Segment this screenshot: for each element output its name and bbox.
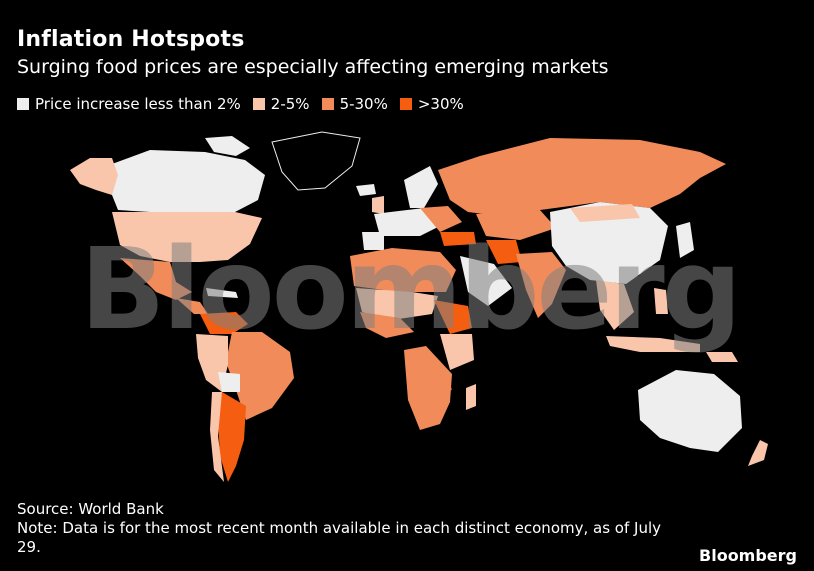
legend-label-5-30: 5-30% — [339, 95, 388, 113]
legend-item-5-30: 5-30% — [321, 95, 388, 113]
legend: Price increase less than 2% 2-5% 5-30% >… — [17, 95, 476, 113]
legend-swatch-30-plus — [399, 98, 412, 110]
region-png — [706, 352, 738, 362]
region-north-africa — [350, 248, 456, 292]
legend-label-30-plus: >30% — [417, 95, 464, 113]
region-china — [550, 202, 668, 284]
brand-logo: Bloomberg — [699, 546, 797, 565]
region-canada — [110, 150, 265, 212]
region-madagascar — [466, 384, 476, 410]
region-canada-arctic — [205, 136, 250, 156]
region-japan — [676, 222, 694, 258]
region-iberia — [362, 232, 384, 250]
region-west-africa — [360, 312, 414, 338]
region-usa — [112, 212, 262, 262]
region-pakistan-india — [516, 252, 566, 318]
region-scandinavia — [404, 166, 438, 208]
region-central-america — [176, 298, 208, 314]
region-chile — [210, 392, 224, 482]
chart-subtitle: Surging food prices are especially affec… — [17, 56, 609, 78]
region-sahel — [356, 288, 438, 320]
region-eastern-europe — [420, 206, 462, 232]
region-turkey — [440, 232, 476, 246]
region-caribbean — [206, 288, 238, 298]
legend-item-low: Price increase less than 2% — [17, 95, 241, 113]
legend-label-low: Price increase less than 2% — [35, 95, 241, 113]
region-philippines — [654, 288, 668, 314]
region-east-africa — [440, 334, 474, 370]
region-arabia — [460, 256, 512, 306]
region-mongolia — [570, 204, 640, 222]
legend-swatch-2-5 — [252, 98, 265, 110]
region-indonesia — [606, 336, 700, 352]
legend-swatch-5-30 — [321, 98, 334, 110]
legend-swatch-low — [17, 98, 29, 110]
region-australia — [638, 370, 742, 452]
region-iceland — [356, 184, 376, 196]
region-new-zealand — [748, 440, 768, 466]
region-brazil — [226, 332, 294, 420]
region-venezuela-colombia — [200, 312, 248, 334]
world-map — [70, 131, 768, 482]
region-southeast-asia — [596, 280, 634, 330]
region-ethiopia-sudan — [434, 300, 472, 334]
legend-item-2-5: 2-5% — [252, 95, 310, 113]
region-iran — [486, 240, 522, 264]
region-central-asia — [476, 210, 556, 240]
region-mexico — [120, 258, 192, 300]
region-argentina — [218, 392, 246, 482]
footnote: Note: Data is for the most recent month … — [17, 519, 661, 556]
source-note: Source: World Bank — [17, 500, 164, 518]
legend-item-30-plus: >30% — [399, 95, 464, 113]
region-uk — [372, 196, 384, 214]
region-bolivia — [218, 372, 240, 392]
region-greenland — [271, 131, 361, 191]
region-western-europe — [374, 208, 440, 236]
region-russia — [438, 138, 726, 216]
region-alaska — [70, 158, 118, 195]
legend-label-2-5: 2-5% — [270, 95, 310, 113]
chart-title: Inflation Hotspots — [17, 27, 245, 52]
region-southern-africa — [404, 346, 452, 430]
